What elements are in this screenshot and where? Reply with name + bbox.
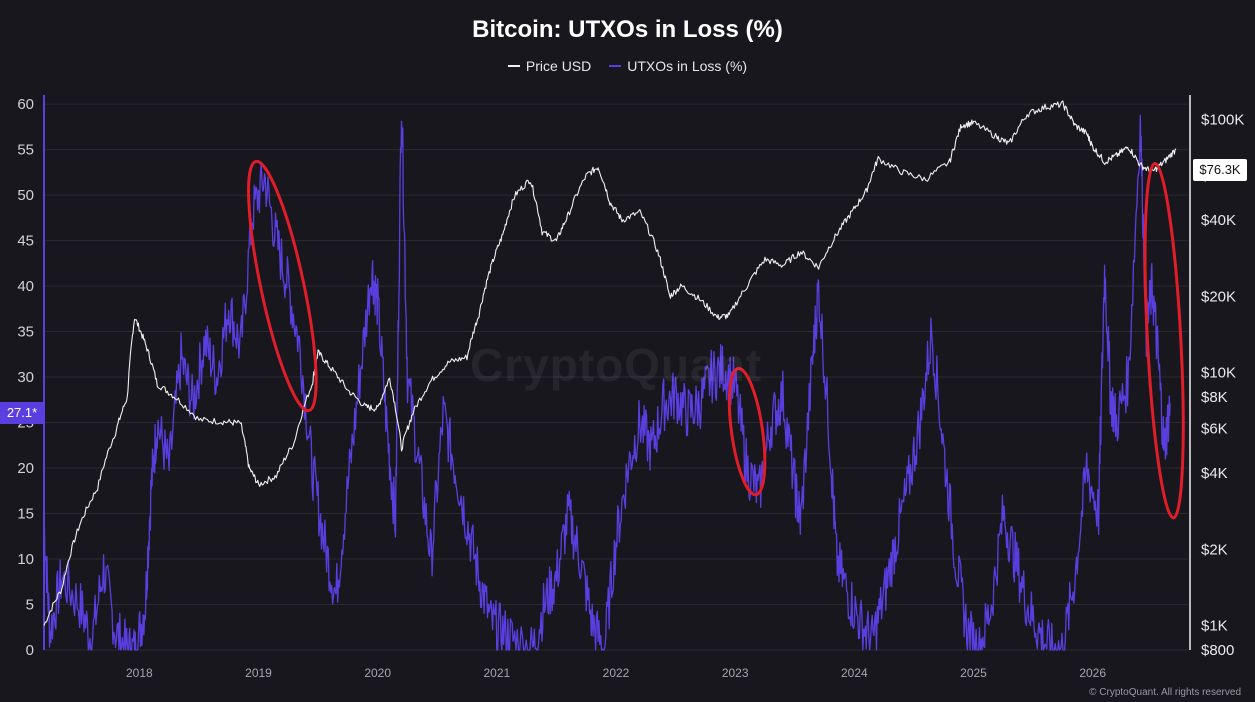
x-tick-label: 2021 xyxy=(483,666,510,680)
current-price-tag: $76.3K xyxy=(1193,159,1247,181)
x-tick-label: 2026 xyxy=(1079,666,1106,680)
legend-swatch-utxo xyxy=(609,65,622,67)
y-tick-label-left: 50 xyxy=(17,187,34,204)
y-tick-label-left: 40 xyxy=(17,278,34,295)
legend-label-price: Price USD xyxy=(525,58,592,74)
legend-label-utxo: UTXOs in Loss (%) xyxy=(627,58,748,74)
copyright: © CryptoQuant. All rights reserved xyxy=(1089,687,1241,698)
y-tick-label-right: $20K xyxy=(1201,288,1236,305)
x-tick-label: 2020 xyxy=(364,666,391,680)
watermark: CryptoQuant xyxy=(470,339,763,391)
series-utxo-line xyxy=(43,114,1171,651)
x-tick-label: 2025 xyxy=(960,666,987,680)
y-tick-label-left: 20 xyxy=(17,460,34,477)
annotation-ellipse xyxy=(1143,161,1185,520)
y-tick-label-right: $100K xyxy=(1201,112,1244,129)
y-tick-label-right: $2K xyxy=(1201,541,1228,558)
x-tick-label: 2023 xyxy=(722,666,749,680)
chart-title: Bitcoin: UTXOs in Loss (%) xyxy=(472,16,783,43)
legend: Price USD UTXOs in Loss (%) xyxy=(0,58,1255,74)
series-price-line xyxy=(43,100,1177,626)
x-tick-label: 2019 xyxy=(245,666,272,680)
annotation-ellipse xyxy=(727,367,767,497)
y-tick-label-right: $10K xyxy=(1201,365,1236,382)
legend-item-price[interactable]: Price USD xyxy=(507,58,592,74)
y-tick-label-right: $800 xyxy=(1201,642,1234,659)
y-tick-label-left: 10 xyxy=(17,551,34,568)
y-tick-label-left: 5 xyxy=(26,597,34,614)
y-tick-label-right: $4K xyxy=(1201,465,1228,482)
y-tick-label-left: 55 xyxy=(17,142,34,159)
y-tick-label-right: $1K xyxy=(1201,617,1228,634)
y-tick-label-left: 30 xyxy=(17,369,34,386)
y-tick-label-left: 0 xyxy=(26,642,34,659)
legend-swatch-price xyxy=(507,65,520,67)
x-tick-label: 2024 xyxy=(841,666,868,680)
y-tick-label-right: $40K xyxy=(1201,212,1236,229)
y-tick-label-left: 60 xyxy=(17,96,34,113)
annotation-ellipse xyxy=(247,159,318,413)
legend-item-utxo[interactable]: UTXOs in Loss (%) xyxy=(609,58,747,74)
x-tick-label: 2022 xyxy=(603,666,630,680)
y-tick-label-left: 35 xyxy=(17,324,34,341)
x-tick-label: 2018 xyxy=(126,666,153,680)
current-utxo-tag: 27.1* xyxy=(0,402,44,424)
y-tick-label-left: 15 xyxy=(17,506,34,523)
y-tick-label-left: 45 xyxy=(17,233,34,250)
y-tick-label-right: $6K xyxy=(1201,421,1228,438)
y-tick-label-right: $8K xyxy=(1201,389,1228,406)
